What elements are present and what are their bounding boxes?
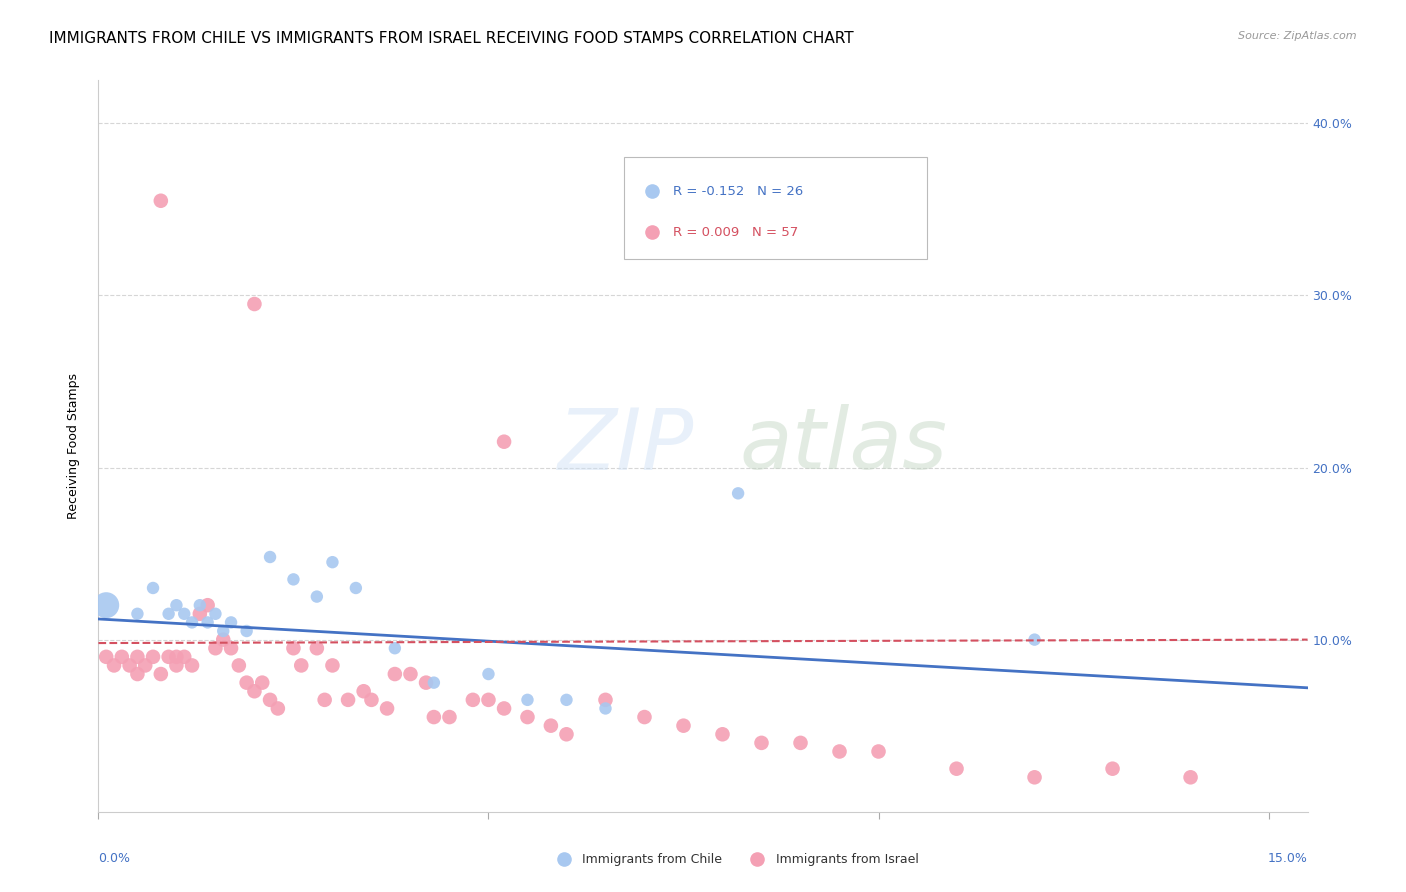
Point [353,684,375,698]
Point [165,649,187,664]
Point [259,549,281,564]
Point [595,701,617,715]
Text: Source: ZipAtlas.com: Source: ZipAtlas.com [1239,31,1357,41]
Point [711,727,734,741]
Point [1180,770,1202,784]
Point [219,641,242,656]
Point [751,736,773,750]
Point [243,684,266,698]
Point [828,744,851,758]
Point [142,649,165,664]
Point [228,658,250,673]
Point [321,658,343,673]
Point [555,693,578,707]
Point [375,701,398,715]
Point [212,624,235,638]
Point [314,693,336,707]
Point [415,675,437,690]
Point [595,693,617,707]
Text: 0.0%: 0.0% [98,852,131,865]
Text: Immigrants from Israel: Immigrants from Israel [776,853,918,866]
Text: R = -0.152   N = 26: R = -0.152 N = 26 [672,185,803,198]
Point [423,675,446,690]
Point [727,486,749,500]
Point [945,762,967,776]
Point [142,581,165,595]
Point [219,615,242,630]
Point [149,667,172,681]
Point [157,649,180,664]
Point [540,719,562,733]
Point [305,590,328,604]
Point [321,555,343,569]
Point [555,727,578,741]
Point [305,641,328,656]
Point [1024,632,1046,647]
Point [290,658,312,673]
Text: IMMIGRANTS FROM CHILE VS IMMIGRANTS FROM ISRAEL RECEIVING FOOD STAMPS CORRELATIO: IMMIGRANTS FROM CHILE VS IMMIGRANTS FROM… [49,31,853,46]
Point [188,607,211,621]
Point [384,667,406,681]
Point [103,658,125,673]
Point [672,719,695,733]
Point [267,701,290,715]
Point [344,581,367,595]
Point [173,649,195,664]
Point [360,693,382,707]
Point [181,658,204,673]
Point [235,624,257,638]
Point [118,658,141,673]
Point [494,701,516,715]
Point [494,434,516,449]
Text: R = 0.009   N = 57: R = 0.009 N = 57 [672,226,799,238]
Point [461,693,484,707]
Point [423,710,446,724]
Point [1101,762,1123,776]
Point [204,641,226,656]
Point [252,675,274,690]
Point [337,693,360,707]
Point [477,667,499,681]
Point [1024,770,1046,784]
Point [212,632,235,647]
Point [127,667,149,681]
Text: Immigrants from Chile: Immigrants from Chile [582,853,723,866]
Point [235,675,257,690]
Point [283,573,305,587]
Text: ZIP: ZIP [558,404,695,488]
Point [127,649,149,664]
Point [157,607,180,621]
FancyBboxPatch shape [624,157,927,260]
Point [516,710,538,724]
Point [111,649,134,664]
Point [633,710,655,724]
Point [243,297,266,311]
Point [149,194,172,208]
Text: 15.0%: 15.0% [1268,852,1308,865]
Point [197,615,219,630]
Point [127,607,149,621]
Point [384,641,406,656]
Point [204,607,226,621]
Point [868,744,890,758]
Point [439,710,461,724]
Text: atlas: atlas [740,404,948,488]
Y-axis label: Receiving Food Stamps: Receiving Food Stamps [66,373,80,519]
Point [516,693,538,707]
Point [165,658,187,673]
Point [134,658,156,673]
Point [96,598,118,612]
Point [399,667,422,681]
Point [197,598,219,612]
Point [283,641,305,656]
Point [477,693,499,707]
Point [173,607,195,621]
Point [181,615,204,630]
Point [188,598,211,612]
Point [259,693,281,707]
Point [789,736,811,750]
Point [165,598,187,612]
Point [96,649,118,664]
